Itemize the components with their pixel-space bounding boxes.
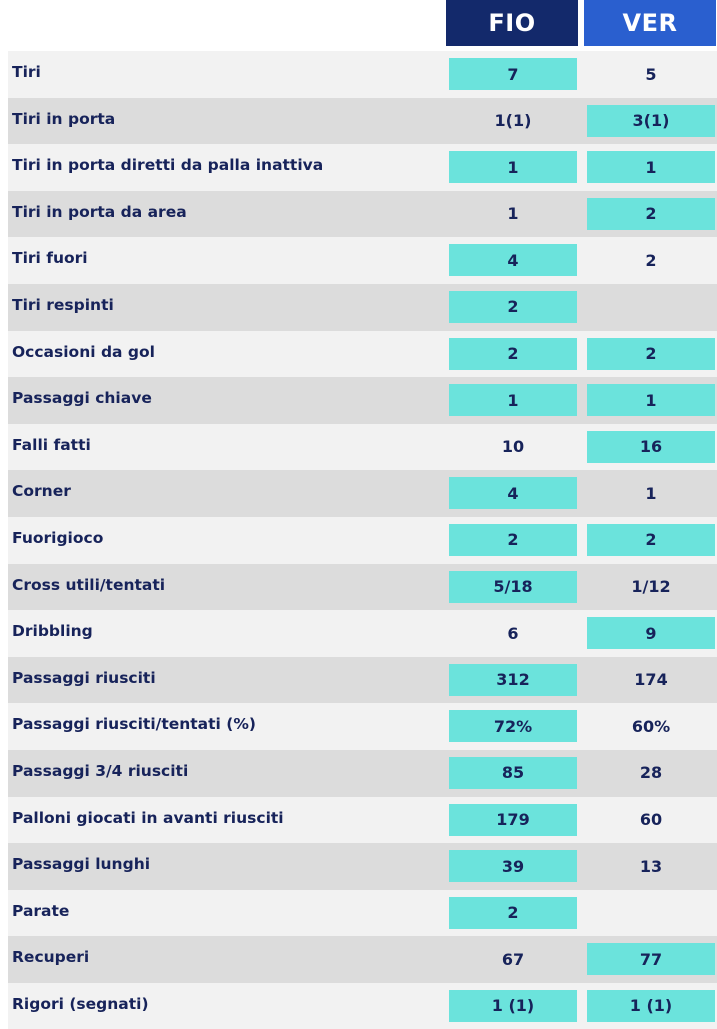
table-row: Tiri in porta da area 1 2: [8, 190, 717, 238]
away-value: 3(1): [587, 104, 715, 137]
table-row: Passaggi 3/4 riusciti 85 28: [8, 749, 717, 797]
away-team-header: VER: [584, 0, 716, 46]
table-row: Tiri 7 5: [8, 51, 717, 98]
table-row: Parate 2: [8, 889, 717, 937]
stat-label: Occasioni da gol: [12, 342, 155, 361]
table-row: Falli fatti 10 16: [8, 423, 717, 471]
away-value: 2: [645, 250, 657, 270]
home-value: 1: [507, 204, 519, 224]
stat-label: Falli fatti: [12, 435, 91, 454]
away-value: 1: [587, 151, 715, 184]
away-value: 1: [645, 483, 657, 503]
stat-label: Passaggi 3/4 riusciti: [12, 761, 189, 780]
stat-label: Tiri respinti: [12, 295, 114, 314]
stats-table: Tiri 7 5 Tiri in porta 1(1) 3(1) Tiri in porta…: [8, 51, 717, 1029]
stat-label: Cross utili/tentati: [12, 575, 166, 594]
away-value: 60%: [631, 716, 671, 736]
stat-label: Parate: [12, 901, 70, 920]
table-row: Palloni giocati in avanti riusciti 179 60: [8, 796, 717, 844]
stat-label: Tiri in porta diretti da palla inattiva: [12, 156, 324, 175]
home-value: 179: [449, 803, 577, 836]
away-value: 2: [587, 523, 715, 556]
home-value: 1 (1): [449, 989, 577, 1022]
away-value: 13: [639, 856, 663, 876]
away-value: 77: [587, 943, 715, 976]
stat-label: Tiri fuori: [12, 249, 88, 268]
stat-label: Tiri: [12, 63, 41, 81]
stat-label: Rigori (segnati): [12, 994, 149, 1013]
stat-label: Recuperi: [12, 948, 90, 967]
away-value: 9: [587, 617, 715, 650]
table-row: Dribbling 6 9: [8, 610, 717, 657]
away-value: 1 (1): [587, 989, 715, 1022]
away-value: 174: [634, 670, 668, 690]
stat-label: Dribbling: [12, 622, 93, 641]
home-value: 10: [501, 437, 525, 457]
home-value: 5/18: [449, 570, 577, 603]
home-value: 1(1): [494, 111, 532, 131]
table-row: Passaggi riusciti/tentati (%) 72% 60%: [8, 703, 717, 750]
away-value: [587, 897, 715, 929]
table-row: Passaggi chiave 1 1: [8, 377, 717, 424]
table-row: Rigori (segnati) 1 (1) 1 (1): [8, 982, 717, 1029]
stat-label: Passaggi riusciti: [12, 668, 156, 687]
home-value: 7: [449, 58, 577, 90]
away-value: 2: [587, 197, 715, 230]
away-value: 5: [645, 64, 657, 84]
home-value: 312: [449, 663, 577, 696]
table-row: Recuperi 67 77: [8, 936, 717, 983]
table-row: Tiri in porta 1(1) 3(1): [8, 97, 717, 145]
stat-label: Tiri in porta da area: [12, 202, 187, 221]
away-value: 2: [587, 337, 715, 370]
home-team-header: FIO: [446, 0, 578, 46]
table-row: Occasioni da gol 2 2: [8, 330, 717, 378]
stat-label: Passaggi lunghi: [12, 855, 151, 874]
home-value: 2: [449, 896, 577, 929]
away-value: 60: [639, 810, 663, 829]
away-value: [587, 291, 715, 323]
home-value: 67: [501, 949, 525, 969]
table-row: Corner 4 1: [8, 470, 717, 517]
home-value: 39: [449, 850, 577, 883]
home-value: 2: [449, 523, 577, 556]
table-row: Fuorigioco 2 2: [8, 516, 717, 564]
home-value: 2: [449, 290, 577, 323]
away-value: 28: [639, 763, 663, 783]
home-value: 72%: [449, 710, 577, 743]
table-row: Tiri in porta diretti da palla inattiva 1…: [8, 144, 717, 191]
home-value: 4: [449, 477, 577, 510]
home-value: 1: [449, 151, 577, 184]
stat-label: Corner: [12, 482, 71, 501]
table-row: Tiri respinti 2: [8, 283, 717, 331]
away-value: 1: [587, 384, 715, 417]
stat-label: Passaggi riusciti/tentati (%): [12, 715, 256, 734]
table-header: FIO VER: [0, 0, 717, 50]
stat-label: Fuorigioco: [12, 528, 104, 547]
table-row: Tiri fuori 4 2: [8, 237, 717, 284]
away-value: 1/12: [631, 577, 671, 597]
stat-label: Passaggi chiave: [12, 389, 152, 408]
stat-label: Tiri in porta: [12, 109, 116, 128]
table-row: Passaggi lunghi 39 13: [8, 843, 717, 890]
table-row: Cross utili/tentati 5/18 1/12: [8, 563, 717, 611]
home-value: 1: [449, 384, 577, 417]
stat-label: Palloni giocati in avanti riusciti: [12, 808, 284, 827]
home-value: 85: [449, 756, 577, 789]
home-value: 4: [449, 244, 577, 277]
table-row: Passaggi riusciti 312 174: [8, 656, 717, 704]
home-value: 2: [449, 337, 577, 370]
home-value: 6: [507, 623, 519, 643]
away-value: 16: [587, 430, 715, 463]
